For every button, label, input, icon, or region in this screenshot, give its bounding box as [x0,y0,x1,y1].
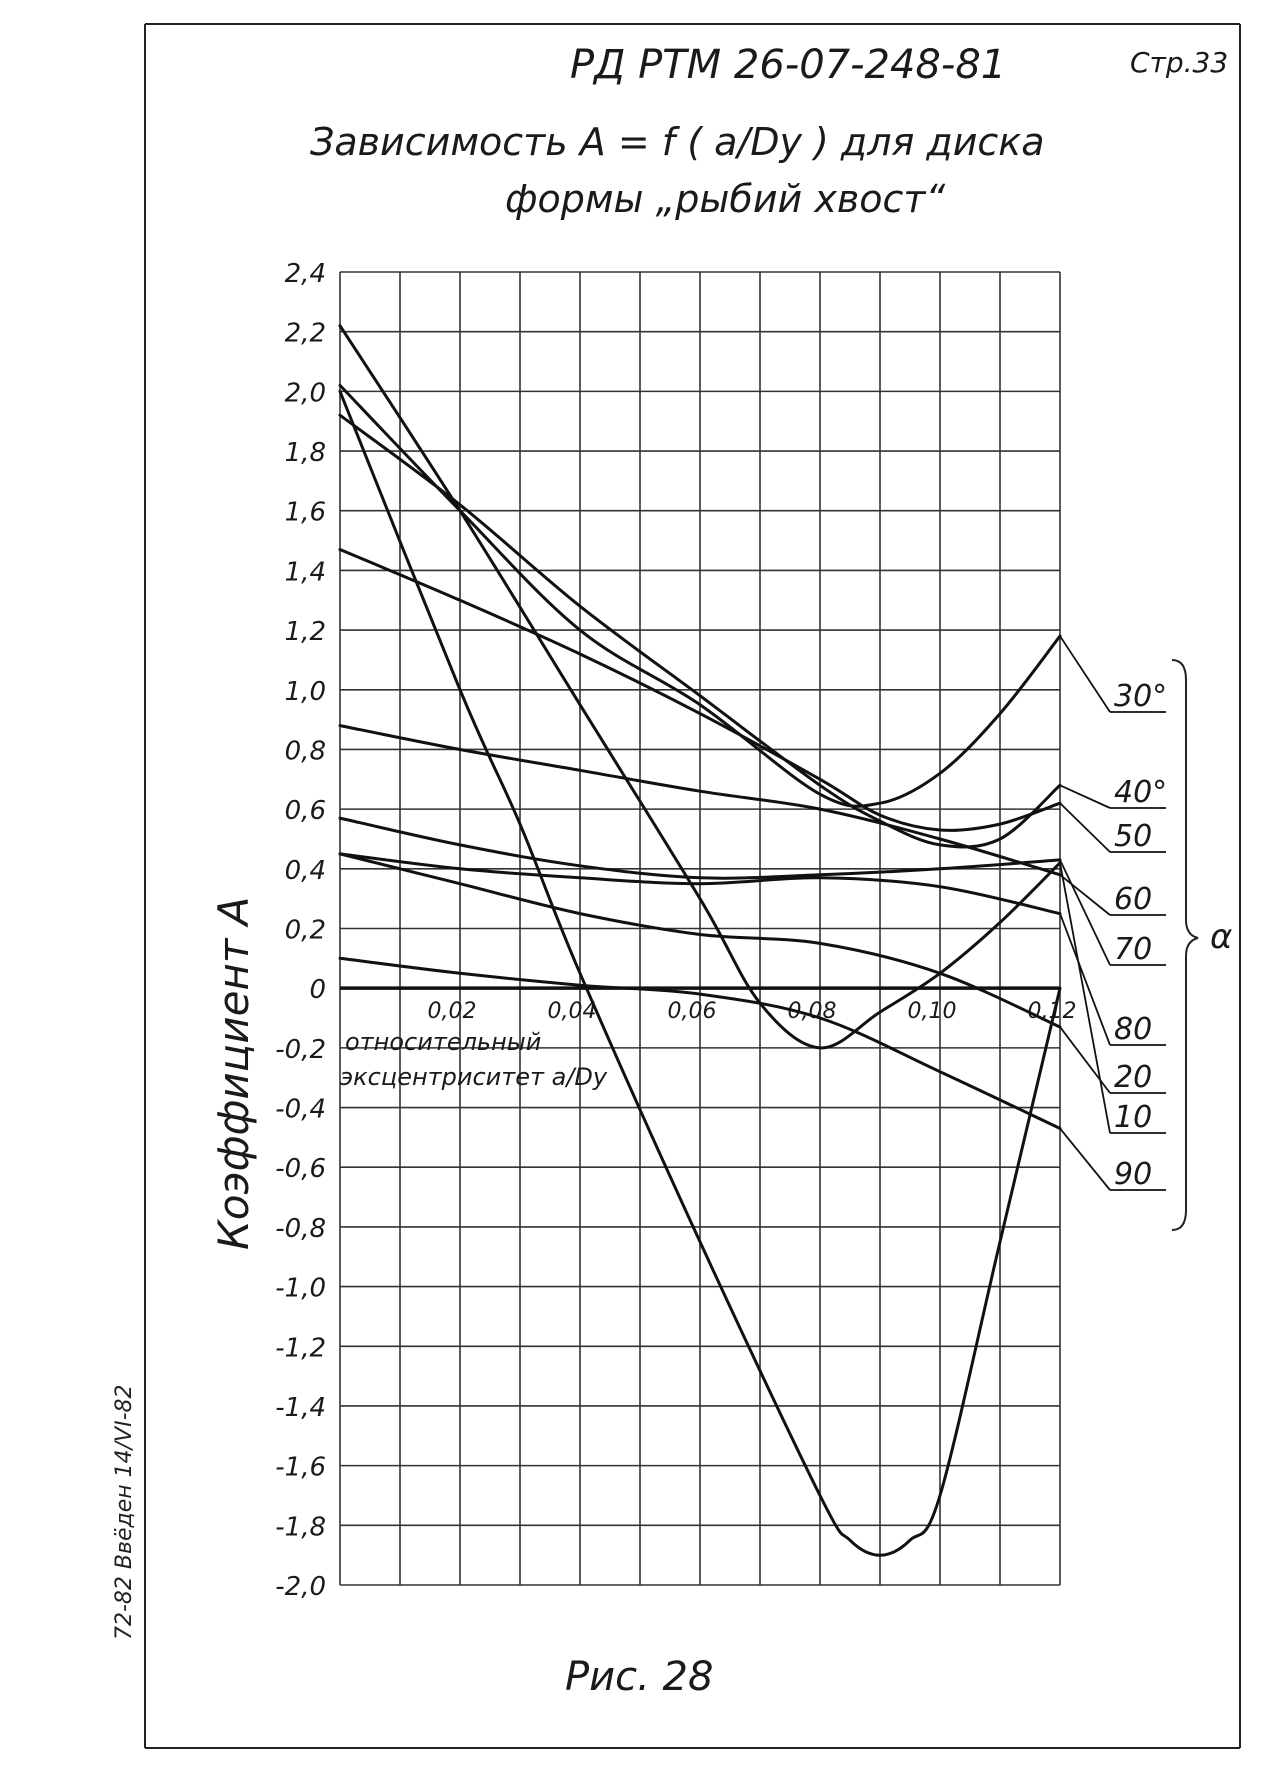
y-axis-title: Коэффициент A [209,897,258,1250]
y-tick-label: -1,4 [275,1393,326,1423]
legend-group-label: α [1210,917,1232,957]
y-tick-label: 0,2 [285,916,326,946]
page-frame [144,23,1241,1749]
y-tick-label: 1,0 [285,677,326,707]
legend-brace [1171,659,1199,1231]
page-number: Стр.33 [1130,46,1228,79]
x-tick-label: 0,04 [548,999,597,1024]
legend-label: 90 [1114,1157,1152,1192]
legend-label: 20 [1114,1060,1152,1095]
legend: 30° 40° 50 60 70 80 20 10 90 [1059,635,1167,1192]
document-code: РД РТМ 26-07-248-81 [570,42,1006,88]
y-tick-label: -2,0 [275,1572,326,1602]
legend-label: 40° [1114,775,1167,810]
series-line-3 [338,724,1062,877]
y-tick-label: 0,6 [285,796,326,826]
x-axis-title-line1: относительный [345,1028,541,1056]
legend-label: 80 [1114,1012,1152,1047]
grid [339,271,1061,1586]
chart-title-line2: формы „рыбий хвост“ [505,177,945,221]
legend-leader [1059,1127,1111,1191]
y-tick-label: -1,2 [275,1333,326,1363]
y-tick-label: -0,2 [275,1035,326,1065]
legend-label: 10 [1114,1100,1152,1135]
series-lines [338,324,1062,1557]
y-tick-label: 1,6 [285,498,326,528]
series-line-9 [338,389,1062,1557]
y-tick-label: 0 [309,975,326,1005]
legend-leader [1059,784,1111,809]
y-tick-label: -0,4 [275,1095,326,1125]
y-tick-label: 0,4 [285,856,326,886]
legend-label: 70 [1114,932,1152,967]
y-tick-labels: 2,4 2,2 2,0 1,8 1,6 1,4 1,2 1,0 0,8 0,6 0,4 0,2 0 -0,… [275,259,326,1602]
legend-leader [1059,913,1111,1046]
legend-label: 30° [1114,679,1167,714]
x-tick-label: 0,10 [908,999,957,1024]
y-tick-label: 2,2 [285,319,326,349]
legend-leader [1059,862,1111,1134]
legend-leader [1059,1026,1111,1094]
chart-title-line1: Зависимость A = f ( a/Dу ) для диска [310,120,1045,164]
legend-label: 50 [1114,819,1152,854]
x-tick-label: 0,02 [428,999,477,1024]
series-line-0 [338,383,1062,808]
legend-leader [1059,802,1111,853]
series-line-7 [338,324,1062,1050]
legend-leader [1059,859,1111,966]
series-line-5 [338,852,1062,916]
y-tick-label: 2,0 [285,378,326,408]
y-tick-label: -0,8 [275,1214,326,1244]
y-tick-label: -1,8 [275,1512,326,1542]
y-tick-label: 1,8 [285,438,326,468]
x-axis-title-line2: эксцентриситет a/Dу [340,1063,608,1091]
series-line-2 [338,548,1062,832]
y-tick-label: -1,0 [275,1274,326,1304]
side-margin-note: 72-82 Ввёден 14/VI-82 [112,1384,137,1640]
x-tick-label: 0,06 [668,999,717,1024]
y-tick-label: 1,2 [285,617,326,647]
y-tick-label: 0,8 [285,736,326,766]
legend-label: 60 [1114,882,1152,917]
y-tick-label: 2,4 [285,259,326,289]
legend-leader [1059,874,1111,916]
y-tick-label: 1,4 [285,557,326,587]
series-line-4 [338,816,1062,880]
legend-leader [1059,635,1111,713]
series-line-8 [338,956,1062,1130]
y-tick-label: -0,6 [275,1154,326,1184]
figure-caption: Рис. 28 [565,1654,713,1700]
y-tick-label: -1,6 [275,1453,326,1483]
